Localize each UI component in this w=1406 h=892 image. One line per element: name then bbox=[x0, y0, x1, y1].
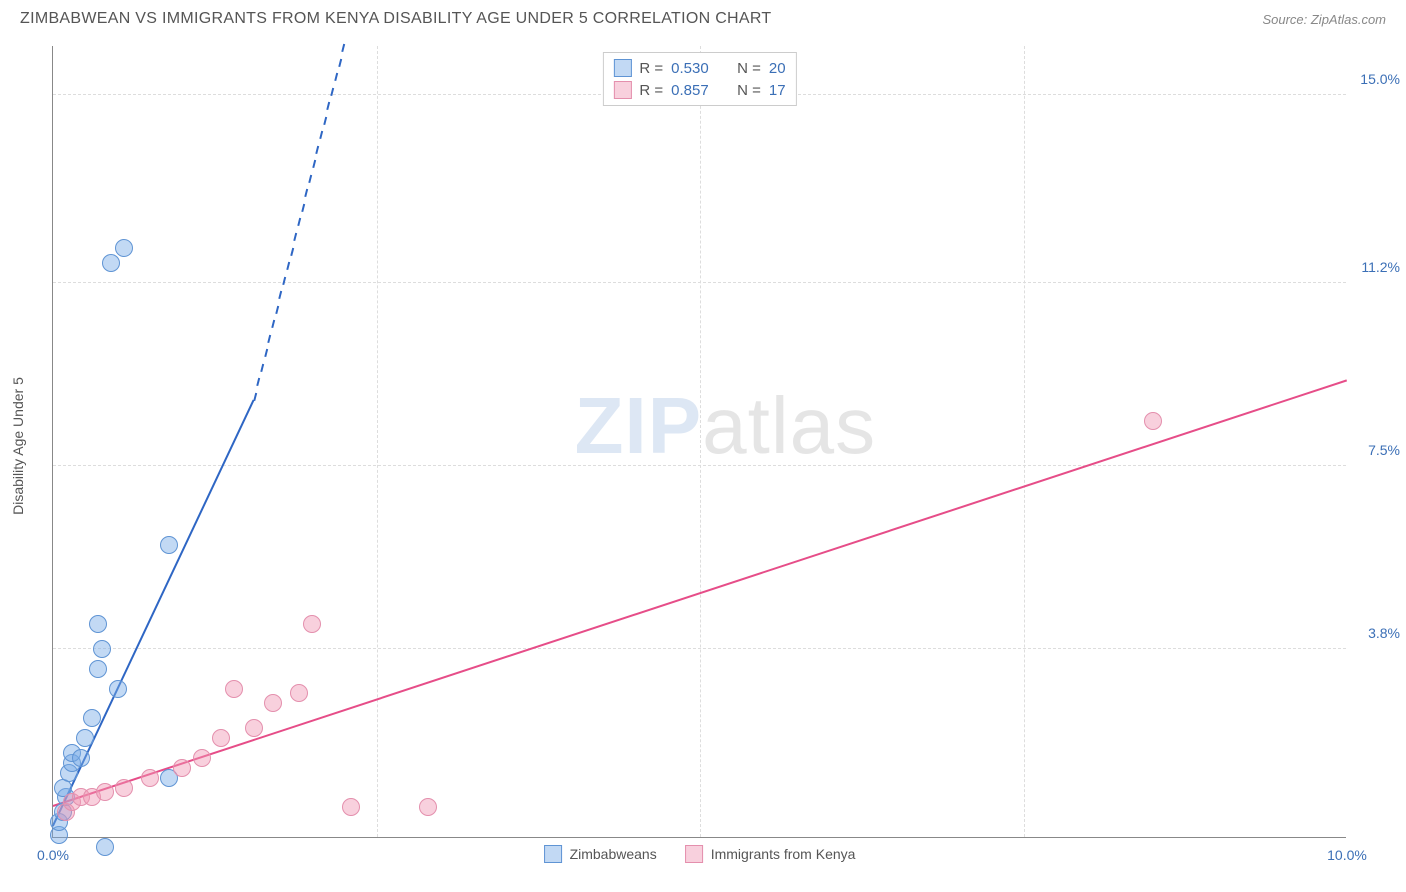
trend-dash-zimbabweans bbox=[305, 189, 308, 197]
watermark-zip: ZIP bbox=[575, 381, 702, 470]
data-point-kenya bbox=[212, 729, 230, 747]
trend-dash-zimbabweans bbox=[282, 276, 285, 284]
trend-dash-zimbabweans bbox=[297, 218, 300, 226]
x-tick-label: 0.0% bbox=[37, 847, 69, 863]
legend-row-zimbabweans: R = 0.530 N = 20 bbox=[613, 57, 785, 79]
trend-dash-zimbabweans bbox=[290, 247, 293, 255]
data-point-kenya bbox=[419, 798, 437, 816]
data-point-kenya bbox=[1144, 412, 1162, 430]
series-label-kenya: Immigrants from Kenya bbox=[711, 846, 856, 862]
trend-dash-zimbabweans bbox=[338, 58, 341, 66]
y-tick-label: 7.5% bbox=[1368, 442, 1400, 458]
trend-dash-zimbabweans bbox=[308, 175, 311, 183]
trend-dash-zimbabweans bbox=[342, 44, 345, 52]
legend-n-label: N = bbox=[737, 82, 761, 99]
x-tick-label: 10.0% bbox=[1327, 847, 1367, 863]
series-legend-item-kenya: Immigrants from Kenya bbox=[685, 845, 856, 863]
data-point-zimbabweans bbox=[109, 680, 127, 698]
series-swatch-kenya bbox=[685, 845, 703, 863]
chart-title: ZIMBABWEAN VS IMMIGRANTS FROM KENYA DISA… bbox=[20, 10, 772, 28]
trend-dash-zimbabweans bbox=[323, 116, 326, 124]
trend-dash-zimbabweans bbox=[271, 320, 274, 328]
trend-dash-zimbabweans bbox=[327, 102, 330, 110]
trend-dash-zimbabweans bbox=[264, 349, 267, 357]
data-point-zimbabweans bbox=[93, 640, 111, 658]
data-point-kenya bbox=[193, 749, 211, 767]
data-point-kenya bbox=[141, 769, 159, 787]
data-point-kenya bbox=[96, 783, 114, 801]
data-point-zimbabweans bbox=[76, 729, 94, 747]
data-point-kenya bbox=[115, 779, 133, 797]
legend-r-value-zimbabweans: 0.530 bbox=[671, 60, 721, 77]
gridline-v bbox=[1024, 46, 1025, 837]
data-point-kenya bbox=[173, 759, 191, 777]
trend-dash-zimbabweans bbox=[257, 378, 260, 386]
data-point-kenya bbox=[290, 684, 308, 702]
data-point-zimbabweans bbox=[102, 254, 120, 272]
trend-dash-zimbabweans bbox=[286, 262, 289, 270]
trend-dash-zimbabweans bbox=[334, 73, 337, 81]
trend-dash-zimbabweans bbox=[312, 160, 315, 168]
source-attribution: Source: ZipAtlas.com bbox=[1262, 12, 1386, 27]
data-point-kenya bbox=[225, 680, 243, 698]
watermark-atlas: atlas bbox=[702, 381, 876, 470]
legend-swatch-kenya bbox=[613, 81, 631, 99]
data-point-zimbabweans bbox=[83, 709, 101, 727]
legend-r-value-kenya: 0.857 bbox=[671, 82, 721, 99]
data-point-zimbabweans bbox=[160, 536, 178, 554]
data-point-zimbabweans bbox=[89, 615, 107, 633]
scatter-chart: ZIPatlas R =0.530N =20R =0.857N =17 Zimb… bbox=[52, 46, 1346, 838]
trend-dash-zimbabweans bbox=[293, 233, 296, 241]
data-point-zimbabweans bbox=[89, 660, 107, 678]
series-label-zimbabweans: Zimbabweans bbox=[570, 846, 657, 862]
series-swatch-zimbabweans bbox=[544, 845, 562, 863]
trend-dash-zimbabweans bbox=[253, 393, 256, 401]
legend-n-label: N = bbox=[737, 60, 761, 77]
y-tick-label: 11.2% bbox=[1361, 259, 1400, 275]
correlation-legend: R = 0.530 N = 20 R = 0.857 N = 17 bbox=[602, 52, 796, 106]
legend-row-kenya: R = 0.857 N = 17 bbox=[613, 79, 785, 101]
data-point-zimbabweans bbox=[96, 838, 114, 856]
legend-r-label: R = bbox=[639, 60, 663, 77]
gridline-v bbox=[377, 46, 378, 837]
watermark: ZIPatlas bbox=[575, 380, 876, 472]
trend-dash-zimbabweans bbox=[260, 364, 263, 372]
series-legend-item-zimbabweans: Zimbabweans bbox=[544, 845, 657, 863]
y-tick-label: 3.8% bbox=[1368, 625, 1400, 641]
legend-n-value-zimbabweans: 20 bbox=[769, 60, 786, 77]
data-point-kenya bbox=[264, 694, 282, 712]
trend-dash-zimbabweans bbox=[275, 305, 278, 313]
series-legend: Zimbabweans Immigrants from Kenya bbox=[544, 845, 856, 863]
trend-dash-zimbabweans bbox=[316, 146, 319, 154]
trend-dash-zimbabweans bbox=[268, 335, 271, 343]
legend-r-label: R = bbox=[639, 82, 663, 99]
gridline-v bbox=[700, 46, 701, 837]
y-tick-label: 15.0% bbox=[1360, 71, 1400, 87]
trend-dash-zimbabweans bbox=[301, 204, 304, 212]
y-axis-title: Disability Age Under 5 bbox=[10, 377, 26, 515]
data-point-kenya bbox=[342, 798, 360, 816]
legend-n-value-kenya: 17 bbox=[769, 82, 786, 99]
data-point-zimbabweans bbox=[72, 749, 90, 767]
data-point-zimbabweans bbox=[115, 239, 133, 257]
trend-dash-zimbabweans bbox=[279, 291, 282, 299]
data-point-kenya bbox=[303, 615, 321, 633]
data-point-kenya bbox=[245, 719, 263, 737]
trend-dash-zimbabweans bbox=[319, 131, 322, 139]
legend-swatch-zimbabweans bbox=[613, 59, 631, 77]
